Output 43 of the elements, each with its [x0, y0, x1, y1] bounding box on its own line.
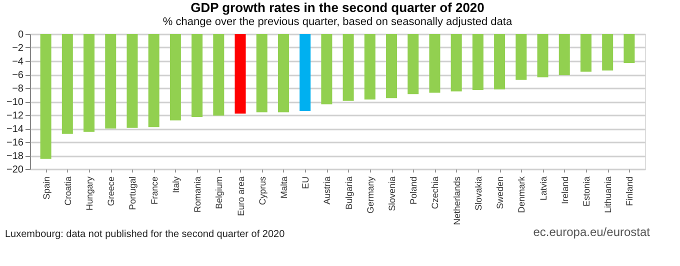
x-tick-label: France [149, 176, 160, 205]
chart-subtitle: % change over the previous quarter, based on seasonally adjusted data [162, 16, 513, 28]
y-tick-label: −18 [6, 151, 24, 162]
x-tick-label: Estonia [581, 176, 592, 207]
x-tick-label: Lithuania [603, 176, 614, 214]
x-tick-label: Euro area [236, 176, 246, 216]
x-tick-label: Malta [278, 176, 289, 199]
x-tick-label: Finland [624, 176, 635, 206]
x-tick-label: Slovakia [473, 176, 484, 211]
x-tick-label: Belgium [214, 176, 224, 210]
y-tick-label: −20 [6, 164, 24, 176]
x-tick-label: Croatia [62, 176, 73, 206]
y-tick-label: −10 [6, 97, 24, 108]
x-tick-label: Spain [41, 176, 52, 200]
y-tick-label: 0 [18, 30, 24, 40]
x-tick-label: Cyprus [257, 176, 268, 206]
x-tick-label: EU [300, 176, 311, 190]
x-tick-label: Czechia [430, 176, 440, 210]
text: ec.europa.eu/eurostat [533, 225, 651, 239]
y-tick-label: −8 [12, 84, 24, 94]
y-tick-label: −14 [6, 124, 24, 135]
x-tick-label: Denmark [516, 176, 527, 214]
x-tick-label: Greece [106, 176, 116, 206]
x-tick-label: Italy [170, 176, 181, 194]
y-tick-label: −12 [6, 110, 24, 122]
x-tick-label: Hungary [84, 176, 95, 211]
x-tick-label: Poland [408, 176, 419, 205]
y-tick-label: −2 [12, 43, 24, 54]
x-tick-label: Netherlands [452, 176, 462, 226]
x-tick-label: Latvia [538, 176, 548, 201]
x-tick-label: Bulgaria [344, 176, 354, 210]
x-tick-label: Sweden [495, 176, 506, 210]
x-tick-label: Romania [192, 176, 203, 213]
x-tick-label: Slovenia [387, 176, 398, 212]
y-tick-label: −16 [6, 138, 24, 148]
x-tick-label: Germany [365, 176, 376, 214]
text: Luxembourg: data not published for the second quarter of 2020 [5, 229, 286, 240]
y-tick-label: −6 [12, 70, 24, 81]
y-tick-label: −4 [12, 56, 24, 68]
x-tick-label: Ireland [560, 176, 570, 204]
x-tick-label: Portugal [128, 176, 138, 210]
x-tick-label: Austria [322, 176, 332, 205]
chart-title: GDP growth rates in the second quarter of 2020 [190, 0, 484, 15]
